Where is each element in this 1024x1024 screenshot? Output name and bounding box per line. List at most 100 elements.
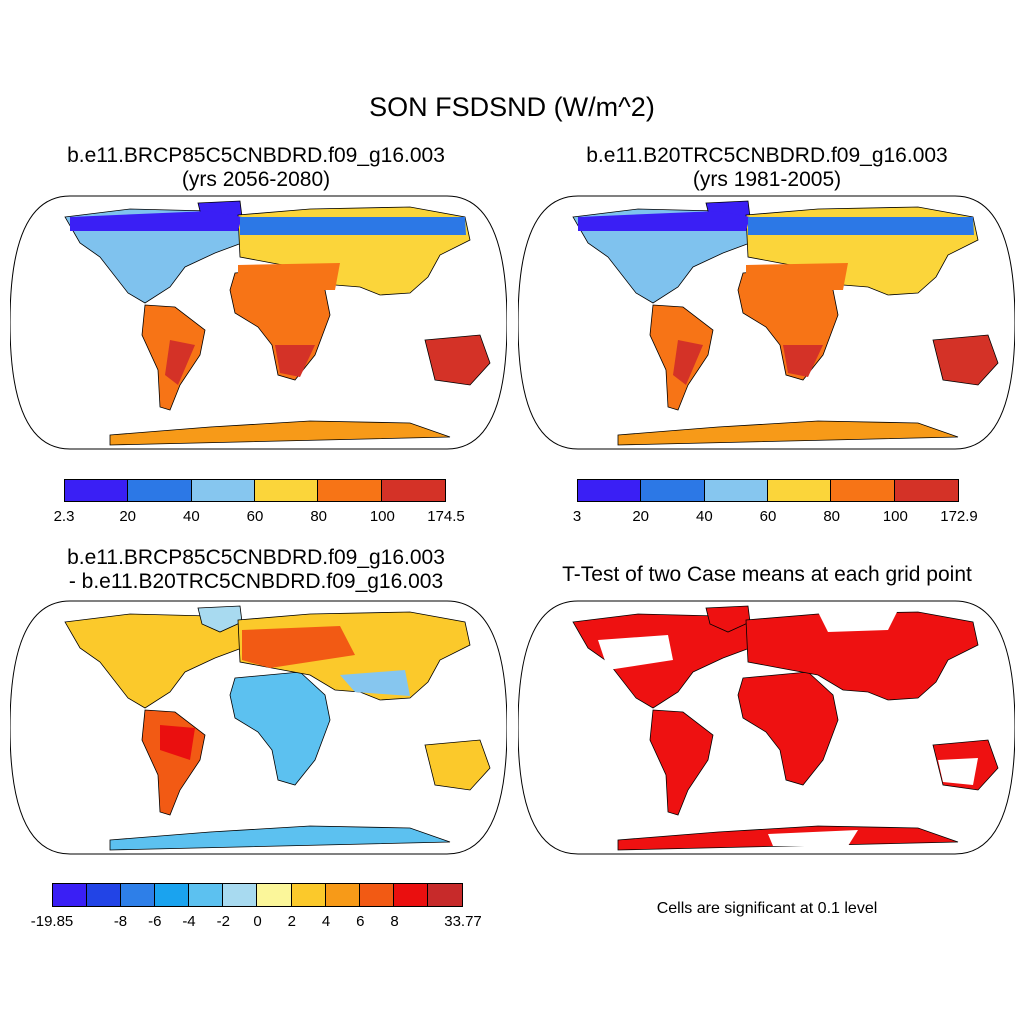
panel-difference-title-line2: - b.e11.B20TRC5CNBDRD.f09_g16.003 [68,570,444,593]
colorbar-tick-label: 20 [119,508,136,525]
colorbar-swatch [767,480,832,501]
colorbar-tick-label: 60 [246,508,264,525]
colorbar-tick-label: -8 [113,913,128,930]
colorbar-tick-label: 100 [882,508,908,525]
colorbar-swatch [894,480,958,501]
colorbar-difference-ticks: -19.85 -8 -6 -4 -2 0 2 4 6 8 33.77 [31,913,482,933]
colorbar-tick-label: 6 [356,913,365,930]
continent-antarctica [617,420,959,446]
colorbar-swatch [121,884,156,906]
nonsignificant-region [938,758,978,785]
colorbar-tick-label: 20 [632,508,649,525]
high-latitude-band [748,217,974,235]
colorbar-swatch [128,480,192,501]
colorbar-tick-label: 2.3 [53,508,75,525]
colorbar-swatch [65,480,129,501]
colorbar-swatch [254,480,319,501]
colorbar-tick-label: -19.85 [30,913,74,930]
colorbar-swatch [325,884,360,906]
change-region [242,626,355,668]
colorbar-swatch [87,884,122,906]
continent-samerica [141,709,206,816]
change-region [340,670,410,696]
colorbar-tick-label: 60 [759,508,777,525]
warm-region [783,345,823,377]
colorbar-tick-label: 0 [253,913,262,930]
colorbar-tick-label: -4 [182,913,196,930]
map-historical [518,195,1015,450]
colorbar-swatch [393,884,428,906]
warm-region [746,263,848,290]
map-difference [10,600,507,855]
nonsignificant-region [818,610,898,632]
significance-note: Cells are significant at 0.1 level [656,900,878,917]
panel-historical-title-line2: (yrs 1981-2005) [692,168,842,191]
figure-title: SON FSDSND (W/m^2) [369,92,655,122]
panel-difference-title-line1: b.e11.BRCP85C5CNBDRD.f09_g16.003 [67,546,445,569]
colorbar-historical-ticks: 3 20 40 60 80 100 172.9 [573,508,978,528]
colorbar-tick-label: 40 [182,508,200,525]
colorbar-tick-label: 8 [390,913,399,930]
colorbar-swatch [381,480,445,501]
continent-africa [737,671,839,786]
panel-ttest-title: T-Test of two Case means at each grid po… [562,563,972,586]
high-latitude-band [240,217,466,235]
continent-samerica [649,709,714,816]
colorbar-tick-label: -6 [148,913,162,930]
colorbar-swatch [704,480,768,501]
warm-region [673,340,703,385]
colorbar-swatch [578,480,642,501]
colorbar-swatch [155,884,190,906]
colorbar-tick-label: 33.77 [444,913,482,930]
high-latitude-band [578,211,750,231]
colorbar-future [64,479,446,502]
colorbar-swatch [291,884,326,906]
colorbar-swatch [53,884,88,906]
colorbar-difference [52,883,463,907]
map-outline [518,600,1015,855]
map-outline [10,195,507,450]
warm-region [165,340,195,385]
colorbar-tick-label: 3 [572,508,582,525]
nonsignificant-region [598,635,673,670]
colorbar-tick-label: -2 [216,913,230,930]
high-latitude-band [70,211,242,231]
continent-australia [424,739,491,791]
colorbar-swatch [831,480,895,501]
change-region [160,725,195,760]
continent-greenland [705,605,751,633]
panel-future-title-line1: b.e11.BRCP85C5CNBDRD.f09_g16.003 [67,144,445,167]
colorbar-tick-label: 80 [823,508,840,525]
colorbar-tick-label: 174.5 [427,508,465,525]
map-outline [518,195,1015,450]
colorbar-swatch [359,884,394,906]
continent-australia [424,334,491,386]
warm-region [238,263,340,290]
map-future [10,195,507,450]
continent-greenland [197,605,243,633]
colorbar-tick-label: 4 [321,913,331,930]
panel-difference-title: b.e11.BRCP85C5CNBDRD.f09_g16.003 - b.e11… [6,546,506,594]
colorbar-swatch [189,884,224,906]
colorbar-swatch [318,480,382,501]
colorbar-historical [577,479,959,502]
colorbar-tick-label: 172.9 [940,508,978,525]
continent-africa [229,671,331,786]
map-ttest [518,600,1015,855]
colorbar-tick-label: 80 [310,508,327,525]
panel-historical-title-line1: b.e11.B20TRC5CNBDRD.f09_g16.003 [586,144,948,167]
colorbar-tick-label: 2 [287,913,296,930]
colorbar-future-ticks: 2.3 20 40 60 80 100 174.5 [54,508,465,528]
continent-antarctica [109,420,451,446]
colorbar-swatch [427,884,462,906]
nonsignificant-region [768,830,858,846]
colorbar-swatch [191,480,255,501]
colorbar-tick-label: 40 [695,508,713,525]
colorbar-swatch [257,884,292,906]
colorbar-tick-label: 100 [369,508,395,525]
warm-region [275,345,315,377]
map-outline [10,600,507,855]
continent-australia [932,334,999,386]
panel-historical-title: b.e11.B20TRC5CNBDRD.f09_g16.003 (yrs 198… [517,144,1017,192]
panel-future-title: b.e11.BRCP85C5CNBDRD.f09_g16.003 (yrs 20… [6,144,506,192]
